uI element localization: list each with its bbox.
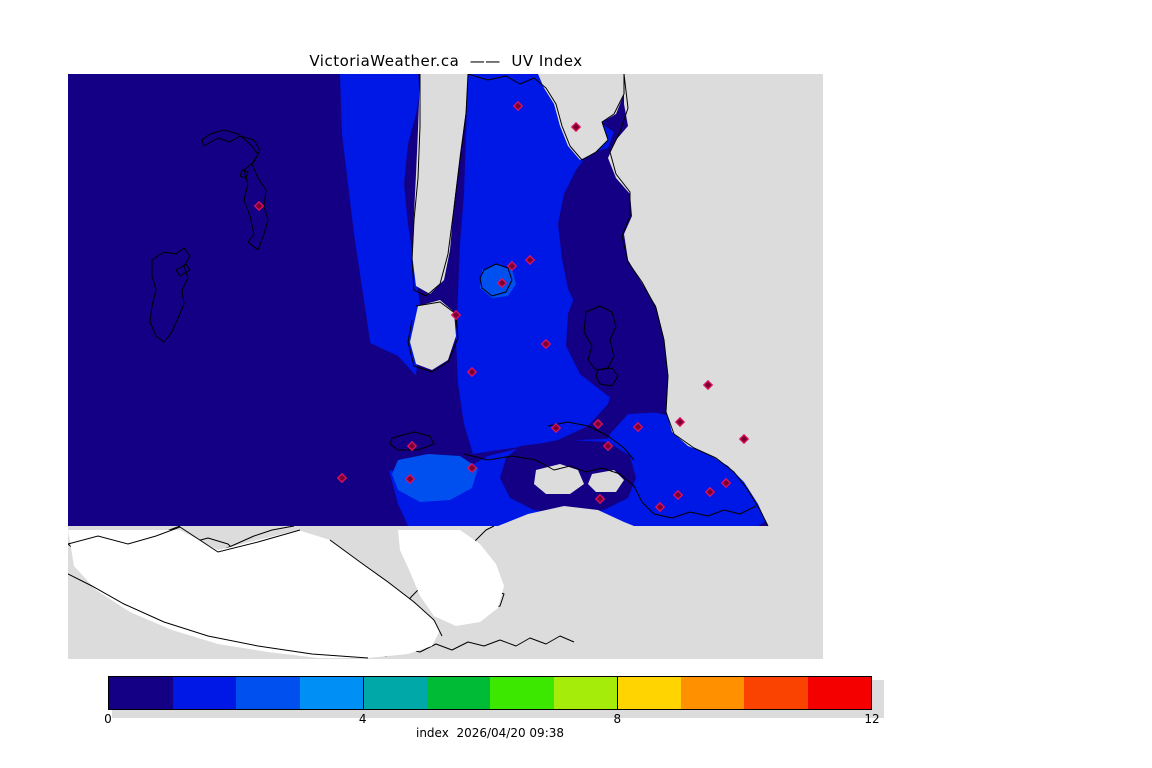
- colorbar-ticklabel-8: 8: [613, 712, 622, 726]
- colorbar-band-8-9: [617, 677, 681, 709]
- station-marker[interactable]: [336, 472, 348, 484]
- colorbar-band-10-11: [744, 677, 808, 709]
- dungeness-spit: [329, 539, 443, 637]
- uv-band-0-1-west-wedge: [336, 342, 444, 474]
- colorbar-band-0-1: [109, 677, 173, 709]
- colorbar-caption: index 2026/04/20 09:38: [415, 726, 565, 740]
- offshore-island-south-detail: [175, 263, 191, 277]
- station-marker[interactable]: [506, 260, 518, 272]
- island-west-corridor: [412, 74, 468, 294]
- colorbar-band-5-6: [426, 677, 490, 709]
- uv-contour-field: [68, 74, 823, 526]
- colorbar-ticklabel-0: 0: [104, 712, 112, 726]
- station-marker[interactable]: [602, 440, 614, 452]
- uv-band-2-3-jdf-pocket: [392, 454, 478, 502]
- jdf-south-shore: [68, 573, 369, 659]
- map-canvas[interactable]: [68, 74, 823, 659]
- colorbar-band-7-8: [553, 677, 617, 709]
- colorbar-band-9-10: [680, 677, 744, 709]
- station-marker[interactable]: [594, 493, 606, 505]
- gulf-island-b: [588, 470, 624, 492]
- vancouver-island-north-coast: [467, 74, 625, 161]
- station-marker[interactable]: [512, 100, 524, 112]
- station-marker[interactable]: [524, 254, 536, 266]
- offshore-island-north-detail: [239, 169, 249, 179]
- station-marker[interactable]: [702, 379, 714, 391]
- uv-band-1-2-region: [340, 74, 450, 526]
- station-marker[interactable]: [570, 121, 582, 133]
- station-markers[interactable]: [253, 100, 750, 513]
- uv-index-map[interactable]: [68, 74, 823, 659]
- station-marker[interactable]: [672, 489, 684, 501]
- colorbar-band-2-3: [236, 677, 300, 709]
- station-marker[interactable]: [738, 433, 750, 445]
- page-title: VictoriaWeather.ca —— UV Index: [309, 52, 583, 70]
- station-marker[interactable]: [406, 440, 418, 452]
- vancouver-island-west-coast-mid: [407, 301, 459, 373]
- colorbar-gradient[interactable]: [108, 676, 872, 710]
- mainland-shoreline: [609, 74, 769, 527]
- colorbar-band-1-2: [172, 677, 236, 709]
- inner-island-outline: [479, 263, 513, 297]
- station-marker[interactable]: [450, 309, 462, 321]
- gulf-island-cluster: [583, 305, 617, 371]
- station-marker[interactable]: [550, 422, 562, 434]
- offshore-island-north: [201, 129, 269, 251]
- station-marker[interactable]: [674, 416, 686, 428]
- station-marker[interactable]: [540, 338, 552, 350]
- station-marker[interactable]: [253, 200, 265, 212]
- colorbar-band-3-4: [299, 677, 363, 709]
- colorbar-tickline-8: [617, 676, 619, 710]
- station-marker[interactable]: [592, 418, 604, 430]
- island-west-corridor-mid: [410, 300, 456, 370]
- no-data-water: [68, 530, 504, 658]
- colorbar-tickline-4: [362, 676, 364, 710]
- offshore-island-south: [149, 247, 191, 343]
- vancouver-island-west-coast: [411, 74, 469, 297]
- station-marker[interactable]: [704, 486, 716, 498]
- station-marker[interactable]: [466, 462, 478, 474]
- land-mask: [410, 74, 823, 526]
- colorbar-band-6-7: [490, 677, 554, 709]
- colorbar-ticklabel-4: 4: [358, 712, 367, 726]
- jdf-north-shore: [68, 526, 301, 553]
- mainland-east: [608, 74, 823, 526]
- gulf-island-cluster-b: [595, 367, 619, 387]
- victoria-south-coast: [463, 453, 757, 519]
- station-marker[interactable]: [720, 477, 732, 489]
- colorbar[interactable]: 0 4 8 12: [104, 676, 884, 726]
- colorbar-band-4-5: [363, 677, 427, 709]
- colorbar-band-11-12: [807, 677, 871, 709]
- gulf-island-a: [534, 464, 584, 494]
- saanich-inlet-coast: [547, 421, 635, 461]
- colorbar-ticklabel-12: 12: [864, 712, 880, 726]
- station-marker[interactable]: [466, 366, 478, 378]
- station-marker[interactable]: [654, 501, 666, 513]
- mainland-notch-north: [538, 74, 624, 160]
- station-marker[interactable]: [632, 421, 644, 433]
- station-marker[interactable]: [404, 473, 416, 485]
- coastlines-overlay: [68, 526, 443, 659]
- south-peninsula-intrusion: [498, 506, 634, 526]
- southwest-islet: [389, 431, 435, 451]
- station-marker[interactable]: [496, 277, 508, 289]
